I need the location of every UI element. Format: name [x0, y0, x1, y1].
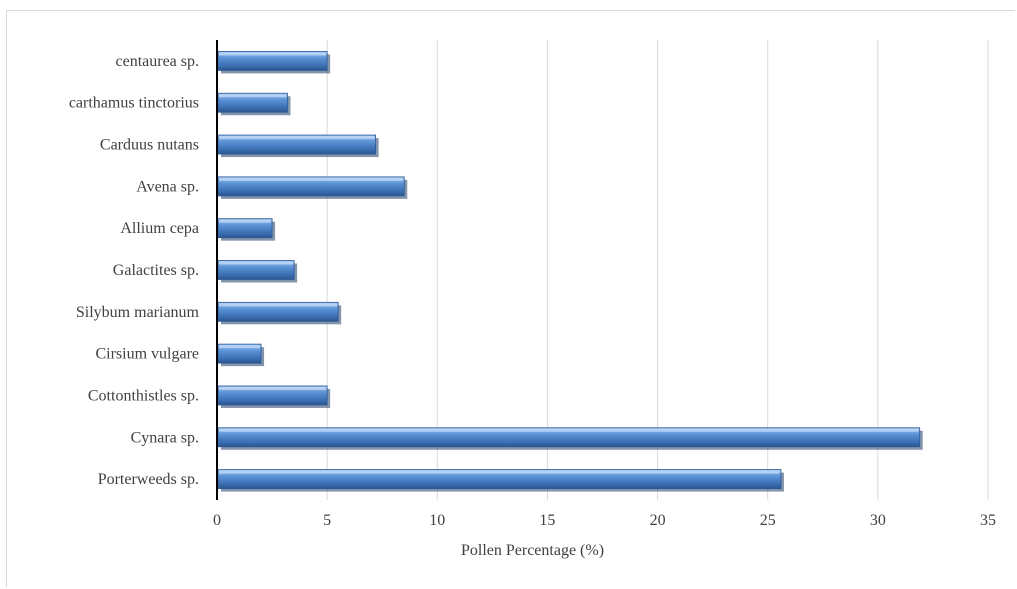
- bar: [217, 343, 265, 367]
- x-tick-label: 0: [213, 512, 221, 529]
- bars: [217, 51, 923, 492]
- bar: [217, 51, 331, 74]
- category-label: Galactites sp.: [113, 262, 199, 279]
- x-axis-title: Pollen Percentage (%): [461, 542, 604, 559]
- gridlines: [326, 40, 989, 500]
- category-labels: Porterweeds sp. Cynara sp. Cottonthistles …: [69, 53, 200, 488]
- x-tick-label: 15: [539, 512, 555, 529]
- category-label: centaurea sp.: [115, 53, 199, 70]
- category-label: Cynara sp.: [131, 429, 199, 446]
- chart-frame: [6, 10, 1015, 587]
- x-tick-label: 5: [323, 512, 331, 529]
- category-label: Cirsium vulgare: [95, 346, 199, 363]
- x-tick-label: 25: [760, 512, 776, 529]
- category-label: Carduus nutans: [100, 137, 199, 154]
- category-label: Avena sp.: [136, 178, 199, 195]
- category-label: Cottonthistles sp.: [88, 387, 199, 404]
- x-tick-labels: 0 5 10 15 20 25 30 35: [213, 512, 996, 529]
- bar: [217, 176, 408, 199]
- bar: [217, 427, 923, 450]
- category-label: Allium cepa: [120, 220, 199, 237]
- bar: [217, 218, 276, 241]
- bar: [217, 385, 331, 408]
- x-tick-label: 30: [870, 512, 886, 529]
- category-label: carthamus tinctorius: [69, 95, 199, 112]
- category-label: Porterweeds sp.: [98, 471, 199, 488]
- category-label: Silybum marianum: [76, 304, 200, 321]
- x-tick-label: 35: [980, 512, 996, 529]
- bar: [217, 260, 298, 283]
- x-tick-label: 10: [429, 512, 445, 529]
- bar: [217, 301, 342, 325]
- bar: [217, 92, 291, 116]
- bar: [217, 469, 784, 492]
- x-tick-label: 20: [650, 512, 666, 529]
- bar: [217, 134, 379, 158]
